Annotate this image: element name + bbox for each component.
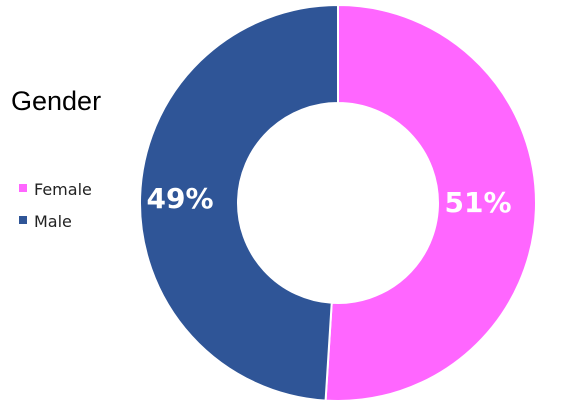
- legend-label-male: Male: [34, 212, 72, 231]
- legend-swatch-male: [19, 216, 27, 224]
- chart-title: Gender: [11, 86, 101, 116]
- data-label-female: 51%: [444, 186, 511, 219]
- data-label-male: 49%: [146, 182, 213, 215]
- legend-swatch-female: [19, 184, 27, 192]
- legend-label-female: Female: [34, 180, 92, 199]
- legend: Female Male: [19, 180, 92, 231]
